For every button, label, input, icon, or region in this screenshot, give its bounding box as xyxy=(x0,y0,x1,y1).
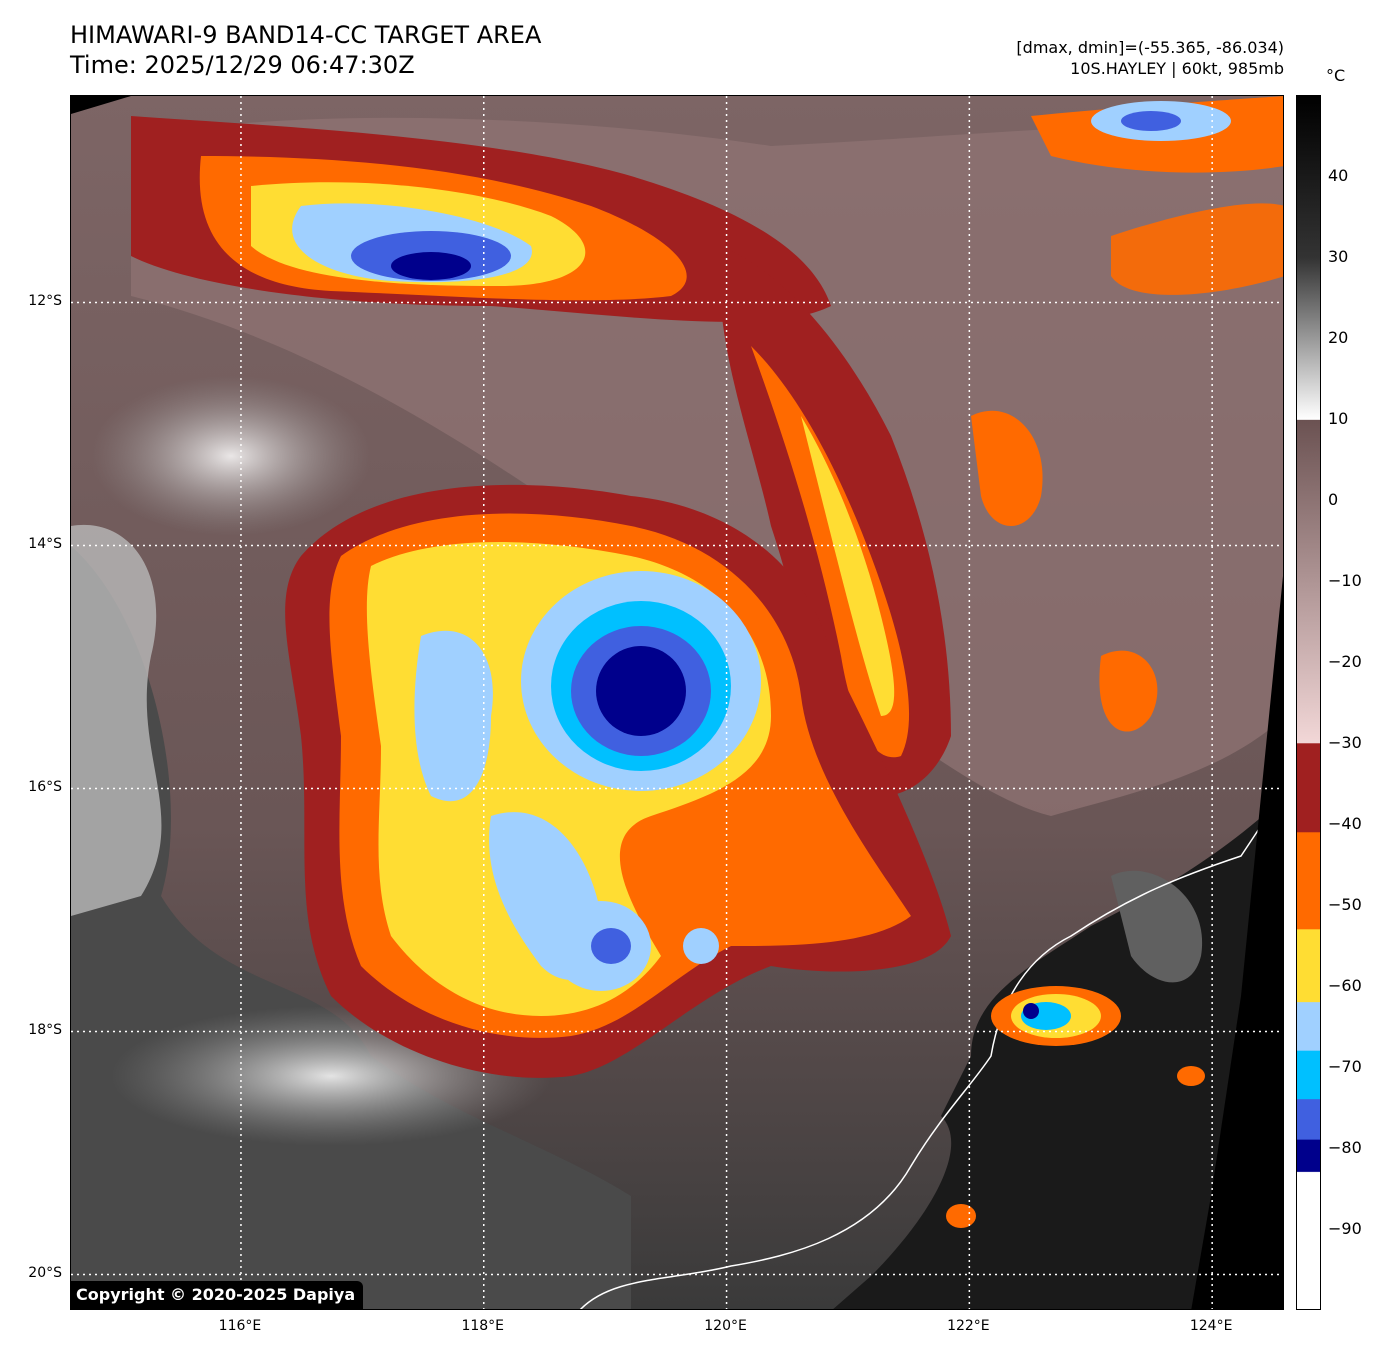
lon-label-124e: 124°E xyxy=(1189,1318,1233,1334)
lon-label-116e: 116°E xyxy=(218,1318,262,1334)
storm-small-cell xyxy=(683,928,719,964)
no-data-corner-nw xyxy=(71,96,131,114)
chart-title: HIMAWARI-9 BAND14-CC TARGET AREA Time: 2… xyxy=(70,20,541,80)
lon-label-118e: 118°E xyxy=(461,1318,505,1334)
coastal-cell-2 xyxy=(1177,1066,1205,1086)
graticule xyxy=(71,96,1283,1309)
cb-tick-minus20: −20 xyxy=(1328,652,1362,671)
temperature-colorbar xyxy=(1296,95,1321,1310)
coastal-cell xyxy=(946,1204,976,1228)
cb-tick-minus60: −60 xyxy=(1328,976,1362,995)
north-anvil-coldest xyxy=(391,252,471,280)
low-cloud-patch xyxy=(91,376,371,536)
satellite-imagery xyxy=(71,96,1283,1309)
cb-tick-minus70: −70 xyxy=(1328,1057,1362,1076)
cb-tick-minus40: −40 xyxy=(1328,814,1362,833)
lat-label-18s: 18°S xyxy=(28,1021,62,1038)
cb-tick-minus90: −90 xyxy=(1328,1219,1362,1238)
storm-info: [dmax, dmin]=(-55.365, -86.034) 10S.HAYL… xyxy=(1016,37,1284,79)
east-cell-2 xyxy=(1099,650,1158,732)
warm-cloud-band xyxy=(71,524,162,916)
lon-label-122e: 122°E xyxy=(947,1318,990,1334)
coastline xyxy=(580,788,1283,1309)
east-cell xyxy=(971,410,1043,526)
storm-sw-cell-core xyxy=(591,928,631,964)
colorbar-unit: °C xyxy=(1326,66,1346,85)
cb-tick-10: 10 xyxy=(1328,409,1349,428)
lon-label-120e: 120°E xyxy=(704,1318,747,1334)
title-line-1: HIMAWARI-9 BAND14-CC TARGET AREA xyxy=(70,21,542,49)
cb-tick-minus10: −10 xyxy=(1328,571,1362,590)
se-cell-core xyxy=(1023,1003,1039,1019)
data-range-text: [dmax, dmin]=(-55.365, -86.034) xyxy=(1016,38,1284,57)
ne-convection-core xyxy=(1121,111,1181,131)
cb-tick-minus80: −80 xyxy=(1328,1138,1362,1157)
east-rainband-yellow xyxy=(801,416,895,716)
cb-tick-minus50: −50 xyxy=(1328,895,1362,914)
title-line-2: Time: 2025/12/29 06:47:30Z xyxy=(70,51,415,79)
ne-convection-band xyxy=(1111,203,1283,295)
lat-label-12s: 12°S xyxy=(28,292,62,309)
cdo-coldest xyxy=(596,646,686,736)
lat-label-14s: 14°S xyxy=(28,535,62,552)
cb-tick-30: 30 xyxy=(1328,247,1349,266)
cb-tick-40: 40 xyxy=(1328,166,1349,185)
lat-label-16s: 16°S xyxy=(28,778,62,795)
no-data-edge-east xyxy=(1191,576,1283,1309)
lat-label-20s: 20°S xyxy=(28,1264,62,1281)
storm-intensity-text: 10S.HAYLEY | 60kt, 985mb xyxy=(1070,59,1284,78)
cb-tick-0: 0 xyxy=(1328,490,1339,509)
cb-tick-minus30: −30 xyxy=(1328,733,1362,752)
copyright-label: Copyright © 2020-2025 Dapiya xyxy=(70,1281,364,1309)
satellite-map xyxy=(70,95,1284,1310)
storm-west-blue xyxy=(414,630,493,802)
cb-tick-20: 20 xyxy=(1328,328,1349,347)
